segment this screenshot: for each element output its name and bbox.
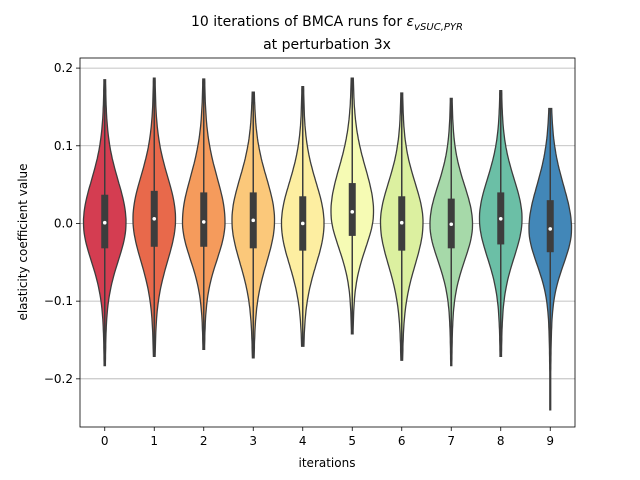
chart-title-line2: at perturbation 3x [263, 37, 391, 53]
violin-box-9 [546, 200, 554, 253]
violin-median-0 [102, 220, 107, 225]
violin-median-7 [449, 222, 454, 227]
x-tick-label: 4 [299, 434, 307, 448]
x-tick-label: 3 [249, 434, 257, 448]
violin-median-5 [350, 210, 355, 214]
violin-median-6 [399, 220, 404, 225]
x-tick-label: 1 [150, 434, 158, 448]
x-tick-label: 9 [546, 434, 554, 448]
y-tick-label: 0.2 [54, 61, 73, 75]
y-tick-label: −0.1 [44, 294, 73, 308]
violin-median-1 [152, 217, 157, 221]
violin-median-4 [300, 221, 305, 226]
inner-boxes [101, 78, 554, 410]
x-axis-label: iterations [299, 456, 356, 470]
x-tick-label: 6 [398, 434, 406, 448]
chart-title-line1: 10 iterations of BMCA runs for εvSUC,PYR [191, 14, 463, 33]
violin-median-8 [498, 217, 503, 221]
violin-median-9 [548, 227, 553, 231]
violin-box-5 [348, 183, 356, 236]
violin-box-2 [200, 192, 208, 247]
x-tick-label: 2 [200, 434, 208, 448]
violin-median-2 [201, 220, 206, 224]
y-tick-label: 0.0 [54, 216, 73, 230]
x-tick-label: 8 [497, 434, 505, 448]
y-axis-ticks: −0.2 −0.1 0.0 0.1 0.2 [44, 61, 80, 386]
y-tick-label: −0.2 [44, 372, 73, 386]
x-axis-ticks: 0 1 2 3 4 5 6 7 8 9 [101, 427, 554, 448]
y-tick-label: 0.1 [54, 139, 73, 153]
title: 10 iterations of BMCA runs for εvSUC,PYR… [191, 14, 463, 53]
y-axis-label: elasticity coefficient value [16, 163, 30, 320]
x-tick-label: 5 [348, 434, 356, 448]
plot-frame [79, 57, 576, 428]
violin-median-3 [251, 218, 256, 223]
x-tick-label: 7 [447, 434, 455, 448]
x-tick-label: 0 [101, 434, 109, 448]
